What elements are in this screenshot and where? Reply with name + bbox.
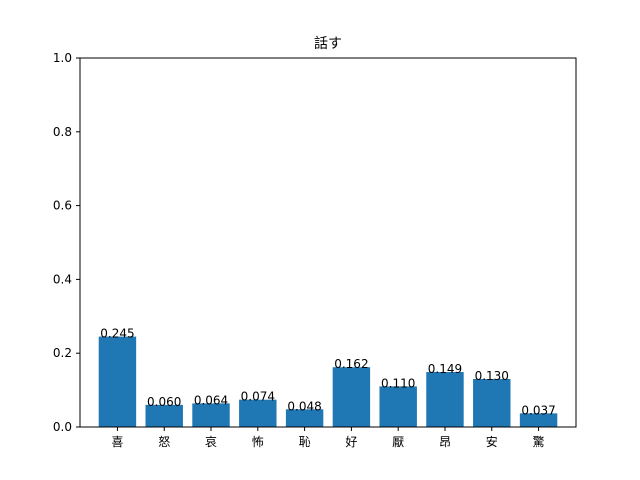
x-tick-label-4: 恥 [299,435,311,449]
axes-frame [79,57,577,428]
bar-3 [239,399,277,427]
bars [98,336,558,427]
bar-value-label-2: 0.064 [194,393,228,407]
x-tick-label-6: 厭 [392,435,404,449]
bar-value-label-1: 0.060 [147,395,181,409]
x-tick-label-5: 好 [345,435,357,449]
bar-4 [285,409,324,427]
x-tick-label-3: 怖 [252,434,264,449]
x-tick-label-1: 怒 [158,434,170,449]
value-labels: 0.245 0.060 0.064 0.074 0.048 0.162 0.110 0.149… [100,327,555,418]
x-tick-label-2: 哀 [205,434,217,449]
y-tick-label-0: 0.0 [53,420,72,434]
bar-5 [332,367,371,427]
bar-0 [98,336,137,427]
y-tick-label-5: 1.0 [53,51,72,65]
bar-1 [145,404,183,427]
x-tick-label-0: 喜 [111,435,123,449]
bar-7 [426,372,464,427]
chart-title: 話す [314,35,342,52]
bar-value-label-3: 0.074 [241,390,275,404]
y-tick-label-1: 0.2 [53,346,72,360]
bar-2 [192,403,230,427]
bar-value-label-9: 0.037 [521,403,555,417]
axes: 喜 怒 哀 怖 恥 好 厭 昂 安 驚 0.0 0.2 0.4 0.6 0.8 1.0 [53,51,577,449]
bar-value-label-5: 0.162 [334,357,368,371]
bar-8 [473,379,511,427]
y-tick-label-2: 0.4 [53,272,72,286]
x-tick-label-9: 驚 [533,434,545,449]
bar-value-label-4: 0.048 [287,399,321,413]
bar-6 [379,386,417,427]
y-tick-label-4: 0.8 [53,125,72,139]
bar-value-label-6: 0.110 [381,376,415,390]
y-tick-label-3: 0.6 [53,199,72,213]
bar-value-label-8: 0.130 [475,369,509,383]
bar-value-label-0: 0.245 [100,327,134,341]
x-tick-label-7: 昂 [439,435,451,449]
x-tick-label-8: 安 [486,434,498,449]
bar-9 [519,413,558,427]
bar-value-label-7: 0.149 [428,362,462,376]
